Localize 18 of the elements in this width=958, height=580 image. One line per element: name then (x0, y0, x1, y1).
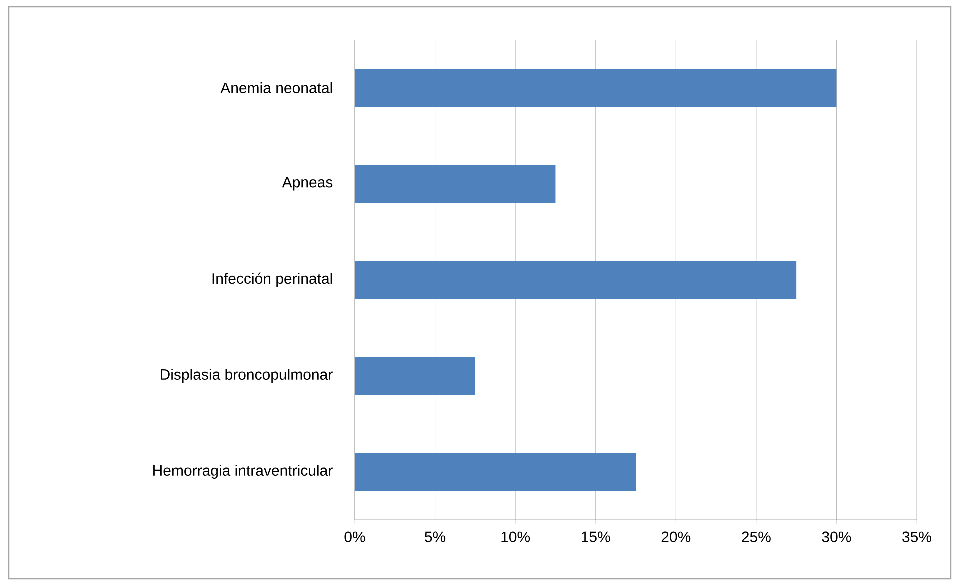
x-tick-label: 5% (425, 532, 446, 542)
x-tick-label: 15% (582, 532, 610, 542)
x-tick-label: 35% (902, 532, 932, 542)
x-tick-label: 0% (344, 532, 366, 542)
x-tick-label: 25% (742, 532, 771, 542)
bar (355, 260, 797, 299)
y-tick-label: Infección perinatal (212, 272, 332, 288)
bar (355, 69, 837, 107)
x-tick-label: 20% (662, 532, 691, 542)
y-tick-label: Hemorragia intraventricular (154, 465, 333, 479)
bar (355, 356, 476, 395)
x-tick-label: 10% (502, 532, 530, 542)
bar (355, 452, 636, 491)
y-tick-label: Apneas (282, 177, 333, 191)
y-tick-label: Displasia broncopulmonar (161, 369, 333, 383)
bar (355, 164, 556, 203)
y-tick-label: Anemia neonatal (220, 82, 332, 94)
x-tick-label: 30% (822, 532, 852, 542)
